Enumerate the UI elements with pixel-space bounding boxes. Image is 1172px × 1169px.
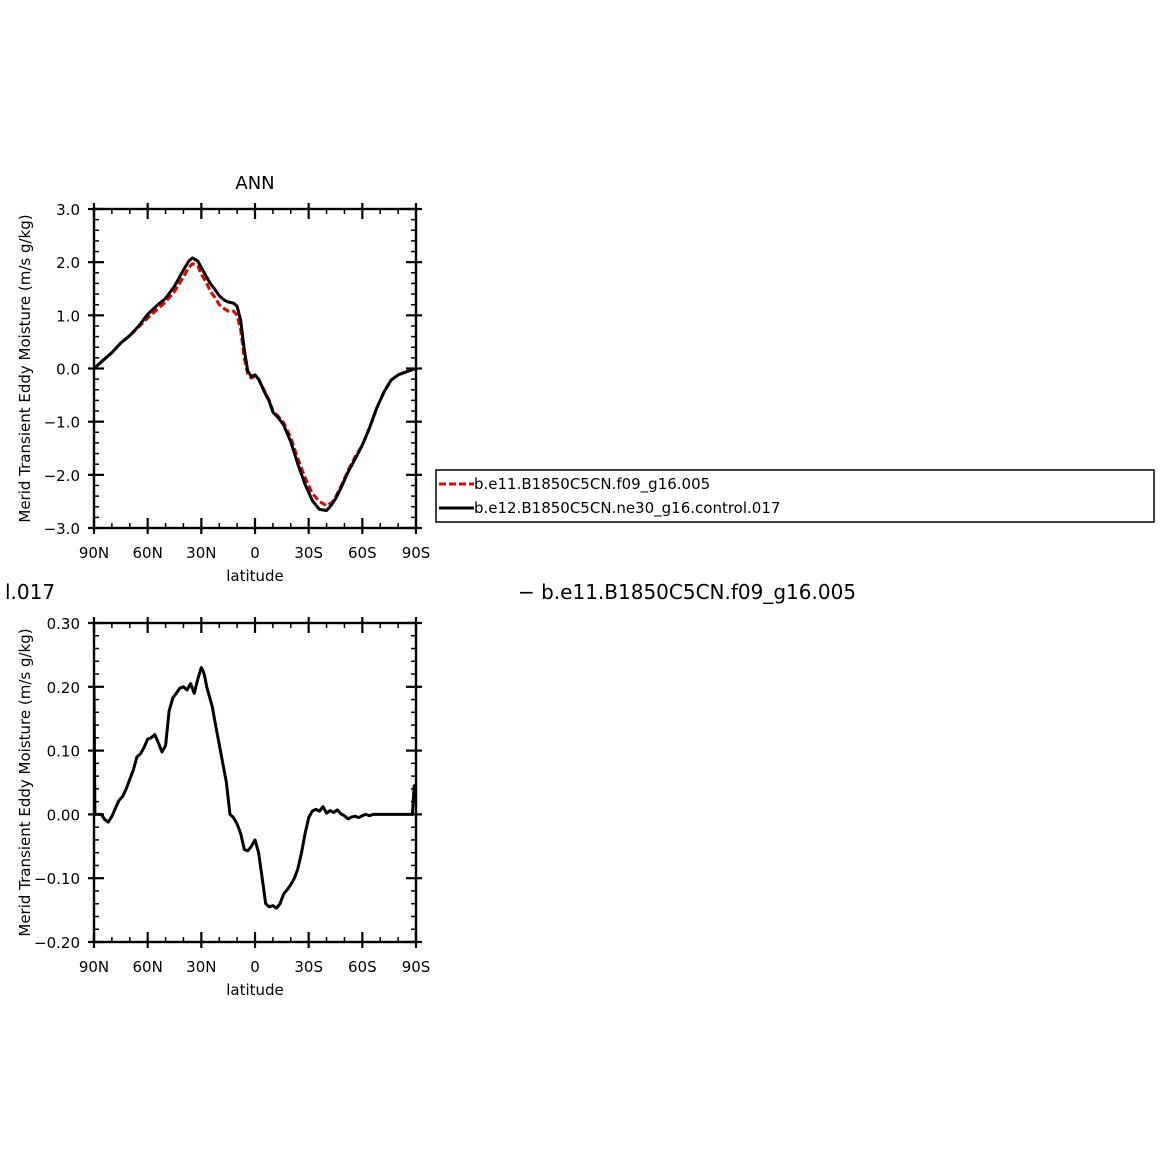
y-tick-label: −0.20	[34, 934, 80, 952]
x-tick-label: 90N	[79, 958, 109, 976]
series-line-1-1	[94, 262, 416, 508]
y-tick-label: −0.10	[34, 870, 80, 888]
y-tick-label: −2.0	[44, 467, 80, 485]
y-axis-label: Merid Transient Eddy Moisture (m/s g/kg)	[16, 214, 34, 522]
right-string: − b.e11.B1850C5CN.f09_g16.005	[518, 580, 856, 604]
x-tick-label: 60N	[133, 544, 163, 562]
y-tick-label: 0.10	[47, 743, 80, 761]
y-tick-label: −3.0	[44, 520, 80, 538]
x-tick-label: 60S	[348, 544, 377, 562]
x-tick-label: 30S	[294, 958, 323, 976]
chart-title: ANN	[235, 173, 274, 194]
x-tick-label: 30S	[294, 544, 323, 562]
left-string: l.017	[5, 580, 55, 604]
y-tick-label: 3.0	[56, 201, 80, 219]
y-tick-label: 1.0	[56, 307, 80, 325]
y-axis-label: Merid Transient Eddy Moisture (m/s g/kg)	[16, 628, 34, 936]
x-tick-label: 30N	[186, 544, 216, 562]
y-tick-label: 0.00	[47, 806, 80, 824]
y-tick-label: 2.0	[56, 254, 80, 272]
x-tick-label: 90S	[402, 544, 431, 562]
y-tick-label: −1.0	[44, 414, 80, 432]
legend-label-2: b.e12.B1850C5CN.ne30_g16.control.017	[474, 499, 780, 518]
x-axis-label: latitude	[226, 567, 284, 585]
legend-box	[435, 469, 1155, 523]
series-line-2-1	[94, 666, 416, 910]
plot-frame-1	[92, 207, 418, 530]
x-tick-label: 90S	[402, 958, 431, 976]
y-tick-label: 0.0	[56, 361, 80, 379]
y-tick-label: 0.20	[47, 679, 80, 697]
x-axis-label: latitude	[226, 981, 284, 999]
x-tick-label: 60S	[348, 958, 377, 976]
y-tick-label: 0.30	[47, 615, 80, 633]
x-tick-label: 90N	[79, 544, 109, 562]
series-line-1-2	[94, 256, 416, 512]
x-tick-label: 60N	[133, 958, 163, 976]
x-tick-label: 0	[250, 958, 260, 976]
x-tick-label: 0	[250, 544, 260, 562]
plot-frame-2	[92, 621, 418, 944]
legend-label-1: b.e11.B1850C5CN.f09_g16.005	[474, 475, 710, 494]
x-tick-label: 30N	[186, 958, 216, 976]
